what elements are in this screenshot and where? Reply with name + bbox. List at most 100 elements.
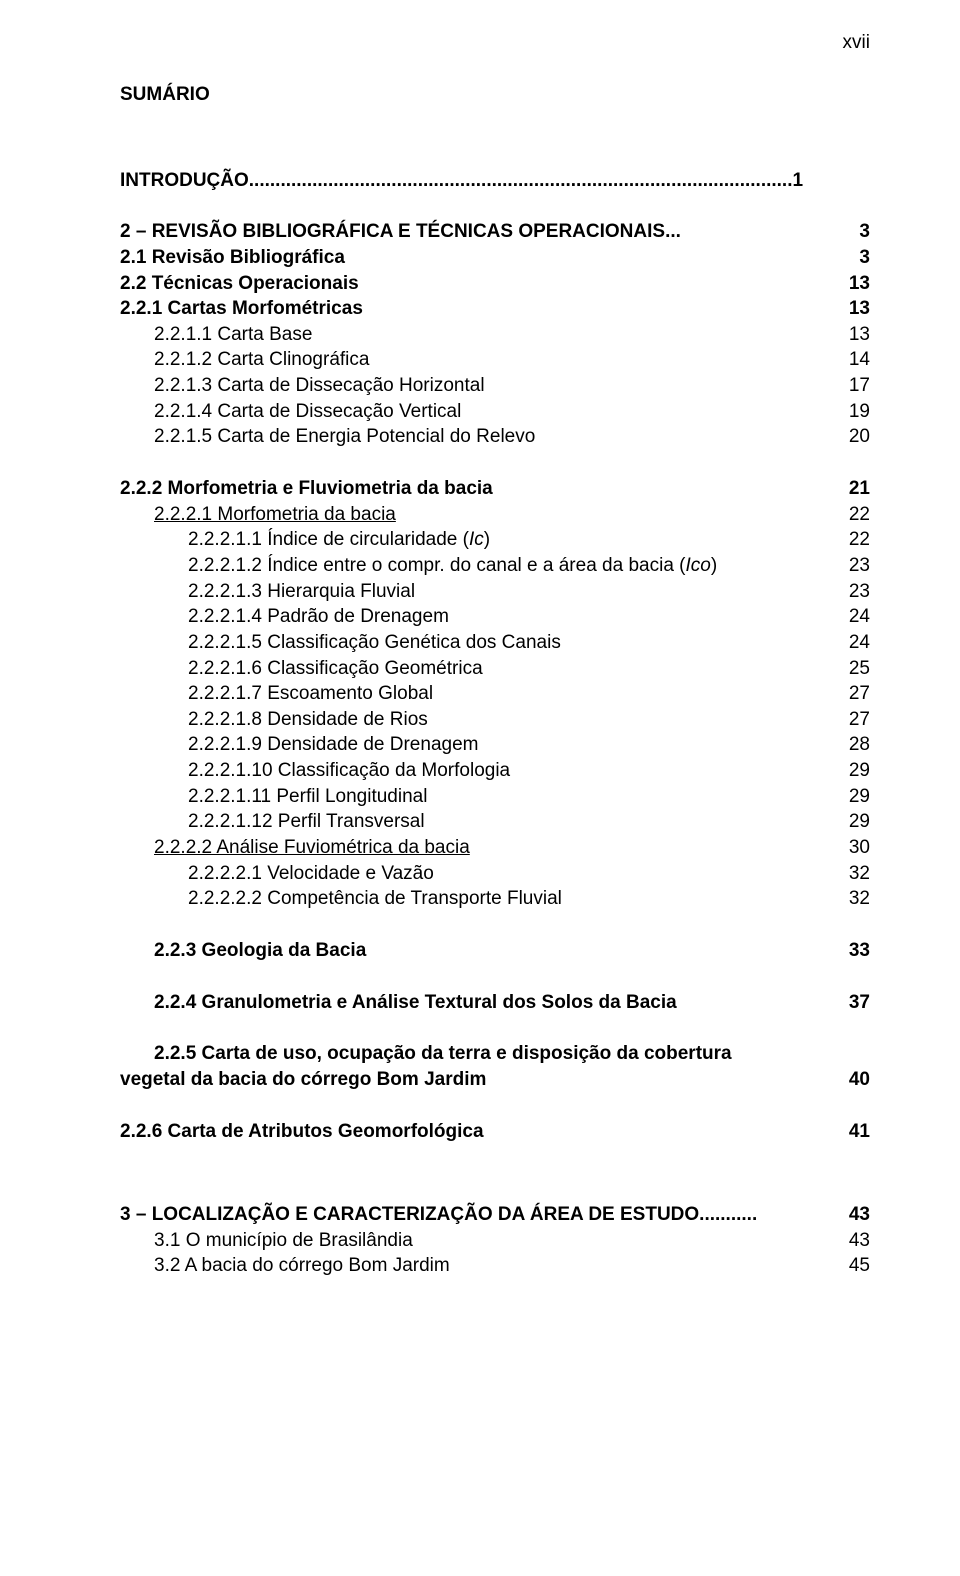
toc-label: 2.2.2.1.6 Classificação Geométrica	[188, 656, 483, 682]
toc-num: 20	[849, 424, 870, 450]
toc-row: 2.2.1.4 Carta de Dissecação Vertical 19	[120, 399, 870, 425]
toc-label: 2.2.1.4 Carta de Dissecação Vertical	[154, 399, 461, 425]
toc-label: 2.2.1 Cartas Morfométricas	[120, 296, 363, 322]
toc-row: vegetal da bacia do córrego Bom Jardim 4…	[120, 1067, 870, 1093]
toc-row: 2.2.2.1.6 Classificação Geométrica 25	[120, 656, 870, 682]
toc-label: 2.2.2.2 Análise Fuviométrica da bacia	[154, 835, 470, 861]
toc-label: 2.2.2.1.10 Classificação da Morfologia	[188, 758, 510, 784]
toc-label: 2.2.2.1.5 Classificação Genética dos Can…	[188, 630, 561, 656]
toc-row: 2.2.6 Carta de Atributos Geomorfológica …	[120, 1119, 870, 1145]
sec3-num: 43	[849, 1202, 870, 1228]
toc-label: 2.2.1.1 Carta Base	[154, 322, 312, 348]
document-page: xvii SUMÁRIO INTRODUÇÃO.................…	[0, 0, 960, 1576]
toc-label: 2.2.6 Carta de Atributos Geomorfológica	[120, 1119, 484, 1145]
sumario-heading: SUMÁRIO	[120, 82, 870, 108]
toc-label: 2.2.1.5 Carta de Energia Potencial do Re…	[154, 424, 535, 450]
toc-num: 23	[849, 553, 870, 579]
toc-num: 29	[849, 784, 870, 810]
toc-num: 30	[849, 835, 870, 861]
toc-label: 2.2.2.1.12 Perfil Transversal	[188, 809, 425, 835]
sec2-num: 3	[859, 219, 870, 245]
toc-num: 13	[849, 322, 870, 348]
toc-label: 2.2.2.1.1 Índice de circularidade (Ic)	[188, 527, 490, 553]
toc-num: 43	[849, 1228, 870, 1254]
toc-row: 2.2.2.1.4 Padrão de Drenagem 24	[120, 604, 870, 630]
toc-row: 2.2.2.1.10 Classificação da Morfologia 2…	[120, 758, 870, 784]
toc-num: 14	[849, 347, 870, 373]
toc-row: 2.2.2.2.1 Velocidade e Vazão 32	[120, 861, 870, 887]
toc-num: 23	[849, 579, 870, 605]
toc-num: 13	[849, 296, 870, 322]
toc-num: 13	[849, 271, 870, 297]
toc-row: 2.2.2.1.5 Classificação Genética dos Can…	[120, 630, 870, 656]
toc-row: 2.2 Técnicas Operacionais 13	[120, 271, 870, 297]
toc-num: 17	[849, 373, 870, 399]
toc-label: 2.2.2.1.7 Escoamento Global	[188, 681, 433, 707]
toc-num: 19	[849, 399, 870, 425]
toc-label: 3.1 O município de Brasilândia	[154, 1228, 413, 1254]
toc-row: 2.2.1.2 Carta Clinográfica 14	[120, 347, 870, 373]
toc-row: 2.2.2.2 Análise Fuviométrica da bacia 30	[120, 835, 870, 861]
sec3-row: 3 – LOCALIZAÇÃO E CARACTERIZAÇÃO DA ÁREA…	[120, 1202, 870, 1228]
toc-num: 22	[849, 502, 870, 528]
toc-label: vegetal da bacia do córrego Bom Jardim	[120, 1067, 486, 1093]
sec2-row: 2 – REVISÃO BIBLIOGRÁFICA E TÉCNICAS OPE…	[120, 219, 870, 245]
toc-label: 2.2.3 Geologia da Bacia	[154, 938, 366, 964]
toc-row: 3.1 O município de Brasilândia 43	[120, 1228, 870, 1254]
toc-row: 2.2.2.1.7 Escoamento Global 27	[120, 681, 870, 707]
toc-row: 2.1 Revisão Bibliográfica 3	[120, 245, 870, 271]
toc-num: 25	[849, 656, 870, 682]
toc-row: 2.2.2.1.2 Índice entre o compr. do canal…	[120, 553, 870, 579]
toc-row: 2.2.2.1.11 Perfil Longitudinal 29	[120, 784, 870, 810]
toc-row: 2.2.1.1 Carta Base 13	[120, 322, 870, 348]
toc-label: 2.2.2.1 Morfometria da bacia	[154, 502, 396, 528]
toc-num: 24	[849, 630, 870, 656]
intro-line: INTRODUÇÃO..............................…	[120, 168, 870, 194]
toc-label: 2.2.4 Granulometria e Análise Textural d…	[154, 990, 677, 1016]
toc-num: 3	[859, 245, 870, 271]
toc-label: 2.2.2.1.8 Densidade de Rios	[188, 707, 428, 733]
toc-row: 2.2.3 Geologia da Bacia 33	[120, 938, 870, 964]
toc-num: 40	[849, 1067, 870, 1093]
toc-row: 2.2.1.3 Carta de Dissecação Horizontal 1…	[120, 373, 870, 399]
toc-label: 2.2.2 Morfometria e Fluviometria da baci…	[120, 476, 493, 502]
toc-label: 2.2.2.1.11 Perfil Longitudinal	[188, 784, 427, 810]
toc-row: 2.2.2.1.1 Índice de circularidade (Ic) 2…	[120, 527, 870, 553]
toc-label: 2.2.2.1.2 Índice entre o compr. do canal…	[188, 553, 717, 579]
toc-row: 2.2.2.1.3 Hierarquia Fluvial 23	[120, 579, 870, 605]
toc-num: 32	[849, 861, 870, 887]
toc-label: 2.2.2.1.3 Hierarquia Fluvial	[188, 579, 415, 605]
toc-num: 22	[849, 527, 870, 553]
toc-label: 2.2.1.3 Carta de Dissecação Horizontal	[154, 373, 485, 399]
toc-num: 37	[849, 990, 870, 1016]
toc-num: 45	[849, 1253, 870, 1279]
toc-label: 2.2.2.2.1 Velocidade e Vazão	[188, 861, 434, 887]
toc-row: 2.2.2 Morfometria e Fluviometria da baci…	[120, 476, 870, 502]
toc-label: 2.2.2.1.4 Padrão de Drenagem	[188, 604, 449, 630]
toc-row: 2.2.2.1.9 Densidade de Drenagem 28	[120, 732, 870, 758]
toc-row: 3.2 A bacia do córrego Bom Jardim 45	[120, 1253, 870, 1279]
toc-num: 29	[849, 758, 870, 784]
toc-row: 2.2.1 Cartas Morfométricas 13	[120, 296, 870, 322]
toc-row: 2.2.1.5 Carta de Energia Potencial do Re…	[120, 424, 870, 450]
toc-row: 2.2.2.2.2 Competência de Transporte Fluv…	[120, 886, 870, 912]
toc-num: 41	[849, 1119, 870, 1145]
toc-row: 2.2.4 Granulometria e Análise Textural d…	[120, 990, 870, 1016]
s225-line1: 2.2.5 Carta de uso, ocupação da terra e …	[120, 1041, 870, 1067]
toc-label: 2.2.2.1.9 Densidade de Drenagem	[188, 732, 478, 758]
sec3-label: 3 – LOCALIZAÇÃO E CARACTERIZAÇÃO DA ÁREA…	[120, 1202, 757, 1228]
toc-label: 2.1 Revisão Bibliográfica	[120, 245, 345, 271]
toc-num: 27	[849, 707, 870, 733]
toc-label: 2.2.1.2 Carta Clinográfica	[154, 347, 369, 373]
toc-row: 2.2.2.1 Morfometria da bacia 22	[120, 502, 870, 528]
toc-num: 28	[849, 732, 870, 758]
toc-num: 33	[849, 938, 870, 964]
toc-row: 2.2.2.1.12 Perfil Transversal 29	[120, 809, 870, 835]
toc-num: 21	[849, 476, 870, 502]
toc-label: 2.2.2.2.2 Competência de Transporte Fluv…	[188, 886, 562, 912]
sec2-label: 2 – REVISÃO BIBLIOGRÁFICA E TÉCNICAS OPE…	[120, 219, 681, 245]
toc-num: 27	[849, 681, 870, 707]
page-number: xvii	[843, 30, 870, 56]
toc-row: 2.2.2.1.8 Densidade de Rios 27	[120, 707, 870, 733]
toc-num: 32	[849, 886, 870, 912]
